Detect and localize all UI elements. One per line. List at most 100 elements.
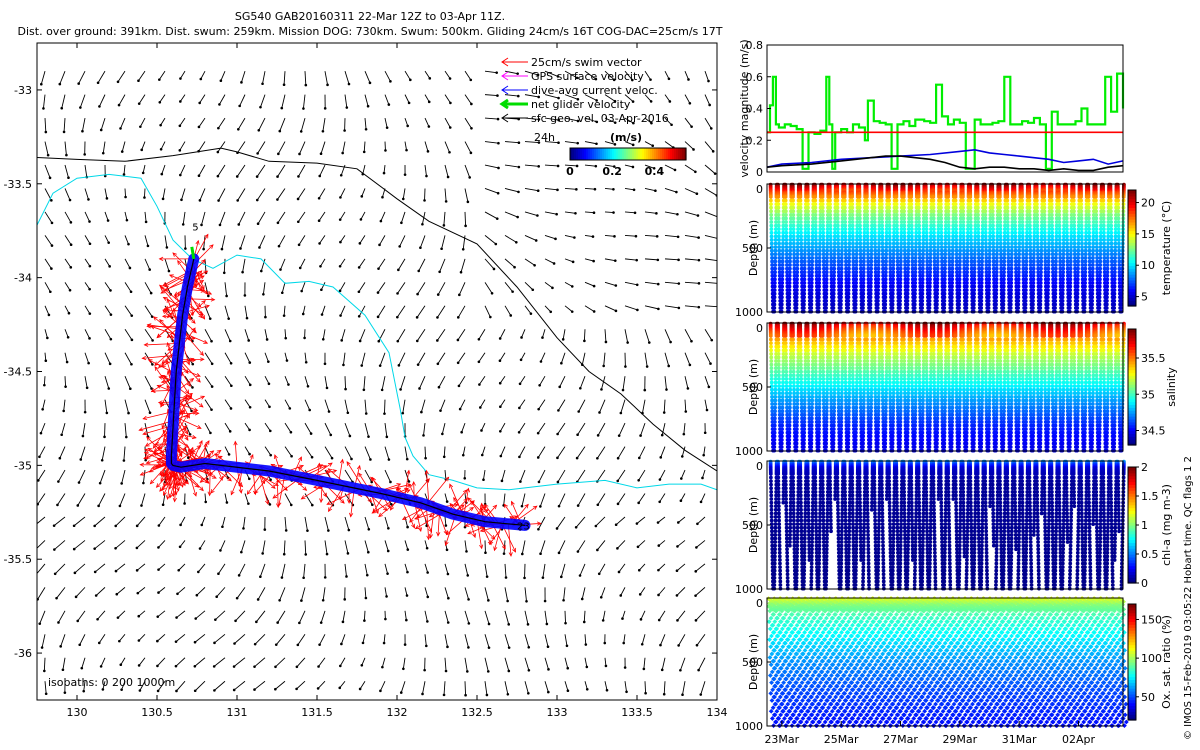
temperature-sample-marker — [824, 291, 829, 296]
swim-vector-head — [464, 522, 470, 527]
temperature-sample-marker — [906, 248, 911, 253]
temperature-sample-marker — [796, 227, 800, 232]
temperature-sample-marker — [902, 252, 907, 257]
geo-velocity-arrow — [624, 94, 634, 102]
temperature-sample-marker — [906, 266, 910, 271]
temperature-sample-marker — [817, 248, 822, 253]
geo-velocity-arrowhead — [366, 550, 370, 554]
colorbar-swatch — [648, 148, 651, 160]
geo-velocity-arrow — [198, 117, 206, 128]
geo-velocity-arrowhead — [234, 619, 237, 623]
temperature-sample-marker — [814, 238, 818, 242]
velocity-y-tick-label: 0.6 — [746, 71, 764, 84]
geo-velocity-arrow — [519, 446, 526, 458]
geo-velocity-arrow — [104, 258, 111, 267]
geo-velocity-arrow — [284, 376, 289, 385]
chart-title-line1: SG540 GAB20160311 22-Mar 12Z to 03-Apr 1… — [234, 10, 506, 23]
temperature-sample-marker — [913, 252, 918, 257]
swim-vector-head — [428, 533, 433, 539]
temperature-sample-marker — [825, 241, 830, 246]
geo-velocity-arrow — [664, 211, 678, 215]
geo-velocity-arrowhead — [323, 576, 327, 579]
geo-velocity-arrowhead — [695, 643, 699, 647]
temperature-sample-marker — [781, 230, 786, 235]
geo-velocity-arrowhead — [264, 315, 267, 319]
temperature-sample-marker — [943, 241, 948, 246]
geo-velocity-arrowhead — [360, 364, 364, 367]
temperature-sample-marker — [898, 288, 903, 293]
temperature-sample-marker — [799, 245, 804, 250]
geo-velocity-arrow — [437, 305, 446, 318]
geo-velocity-arrow — [277, 211, 286, 224]
temperature-sample-marker — [839, 255, 844, 260]
temperature-sample-marker — [880, 216, 884, 221]
temperature-sample-marker — [810, 259, 815, 264]
geo-velocity-arrow — [464, 117, 472, 129]
geo-velocity-arrowhead — [130, 338, 134, 342]
geo-velocity-arrowhead — [67, 311, 71, 315]
swim-vector-head — [319, 498, 324, 504]
geo-velocity-arrowhead — [442, 224, 446, 227]
temperature-sample-marker — [802, 263, 807, 267]
temperature-sample-marker — [877, 234, 882, 239]
temperature-sample-marker — [810, 263, 815, 267]
geo-velocity-arrowhead — [68, 288, 72, 292]
temperature-sample-marker — [818, 241, 822, 246]
temperature-sample-marker — [770, 273, 775, 278]
temperature-sample-marker — [776, 202, 781, 206]
temperature-sample-marker — [895, 238, 900, 242]
geo-velocity-arrowhead — [595, 99, 598, 102]
geo-velocity-arrowhead — [98, 481, 102, 485]
geo-velocity-arrowhead — [114, 547, 117, 550]
geo-velocity-arrowhead — [676, 212, 679, 216]
swim-vector-head — [272, 494, 278, 499]
geo-velocity-arrowhead — [119, 663, 123, 667]
geo-velocity-arrowhead — [209, 431, 212, 435]
geo-velocity-arrowhead — [357, 290, 361, 294]
temperature-sample-marker — [950, 284, 954, 289]
geo-velocity-arrowhead — [177, 568, 181, 572]
geo-velocity-arrow — [243, 516, 246, 529]
geo-velocity-arrow — [60, 634, 66, 647]
geo-velocity-arrowhead — [140, 148, 144, 152]
geo-velocity-arrow — [664, 281, 679, 284]
temperature-sample-marker — [847, 241, 852, 246]
temperature-sample-marker — [791, 227, 796, 232]
geo-velocity-arrow — [641, 634, 646, 645]
geo-velocity-arrowhead — [217, 572, 220, 575]
geo-velocity-arrowhead — [396, 315, 399, 319]
swim-vector-head — [138, 427, 144, 432]
temperature-sample-marker — [894, 209, 899, 214]
geo-velocity-arrowhead — [248, 361, 252, 364]
geo-velocity-arrow — [284, 493, 292, 506]
swim-vector-head — [157, 446, 163, 452]
geo-velocity-arrow — [80, 446, 86, 460]
geo-velocity-arrowhead — [316, 687, 320, 690]
geo-velocity-arrow — [176, 680, 186, 692]
temperature-sample-marker — [802, 273, 807, 278]
temperature-sample-marker — [838, 302, 843, 307]
geo-velocity-arrow — [181, 188, 186, 200]
geo-velocity-arrowhead — [652, 166, 656, 170]
geo-velocity-arrowhead — [515, 240, 518, 244]
temperature-sample-marker — [824, 295, 829, 300]
temperature-sample-marker — [824, 266, 829, 271]
geo-velocity-arrow — [444, 470, 447, 480]
swim-vector-head — [163, 286, 169, 291]
geo-velocity-arrow — [658, 587, 666, 596]
temperature-sample-marker — [924, 198, 928, 203]
geo-velocity-arrow — [218, 563, 226, 574]
temperature-sample-marker — [795, 273, 800, 278]
geo-velocity-arrowhead — [57, 480, 60, 483]
geo-velocity-arrowhead — [448, 77, 452, 80]
geo-velocity-arrow — [544, 610, 548, 625]
temperature-sample-marker — [920, 270, 925, 275]
geo-velocity-arrowhead — [613, 121, 617, 124]
temperature-sample-marker — [839, 295, 843, 300]
temperature-sample-marker — [831, 302, 836, 307]
geo-velocity-arrow — [361, 188, 366, 197]
temperature-sample-marker — [913, 291, 917, 296]
geo-velocity-arrowhead — [115, 592, 119, 596]
temperature-sample-marker — [894, 212, 899, 217]
temperature-sample-marker — [838, 306, 843, 310]
